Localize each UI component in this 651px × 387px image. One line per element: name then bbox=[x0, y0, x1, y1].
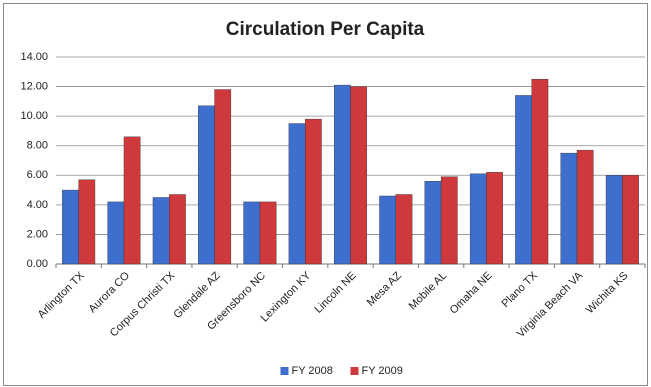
bar bbox=[379, 195, 397, 265]
bar bbox=[152, 197, 170, 265]
y-tick-label: 12.00 bbox=[20, 80, 48, 92]
bar bbox=[350, 86, 368, 265]
y-tick-label: 4.00 bbox=[27, 199, 48, 211]
bar bbox=[78, 179, 96, 265]
y-tick-label: 0.00 bbox=[27, 258, 48, 270]
bar bbox=[395, 194, 413, 265]
bar bbox=[576, 149, 594, 265]
bar bbox=[288, 123, 306, 265]
bar bbox=[304, 118, 322, 265]
bar bbox=[62, 189, 79, 265]
chart-title: Circulation Per Capita bbox=[226, 19, 425, 40]
bar bbox=[515, 95, 532, 265]
bar bbox=[469, 173, 487, 265]
bar bbox=[424, 180, 442, 265]
y-tick-label: 14.00 bbox=[20, 51, 48, 63]
legend-label: FY 2008 bbox=[292, 365, 333, 377]
legend-swatch bbox=[350, 367, 359, 375]
bar bbox=[198, 105, 215, 265]
bar bbox=[107, 201, 125, 265]
bar bbox=[605, 175, 623, 265]
bar bbox=[259, 201, 277, 265]
bar bbox=[333, 84, 351, 265]
y-tick-label: 10.00 bbox=[20, 110, 48, 122]
bar bbox=[243, 201, 261, 265]
chart-frame bbox=[3, 3, 648, 386]
bar bbox=[560, 152, 578, 265]
y-tick-label: 6.00 bbox=[27, 169, 48, 181]
y-tick-label: 2.00 bbox=[27, 228, 48, 240]
bar bbox=[622, 175, 639, 265]
legend-label: FY 2009 bbox=[362, 365, 403, 377]
bar bbox=[531, 78, 549, 265]
bar bbox=[123, 136, 141, 265]
bar bbox=[214, 89, 232, 265]
bar bbox=[169, 194, 186, 265]
bar bbox=[440, 176, 458, 265]
y-tick-label: 8.00 bbox=[27, 140, 48, 152]
bar bbox=[486, 172, 503, 265]
legend-swatch bbox=[280, 367, 289, 375]
